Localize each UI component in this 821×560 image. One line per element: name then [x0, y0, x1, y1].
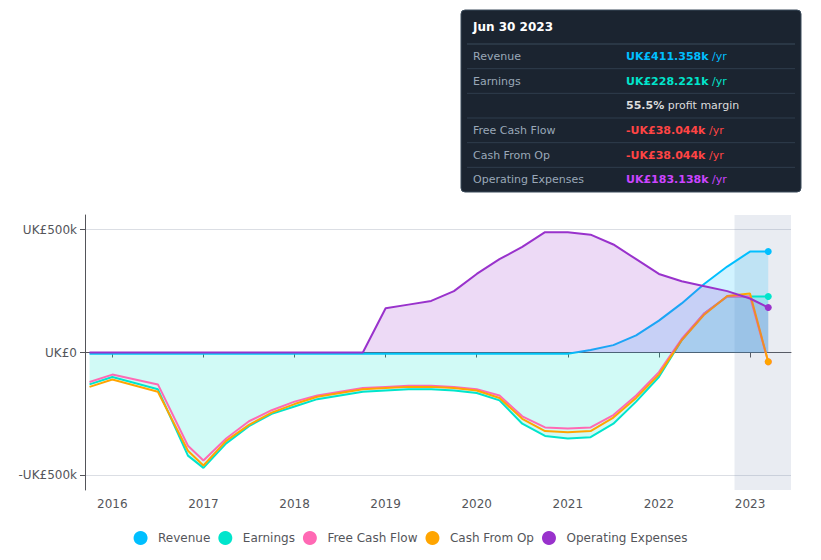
svg-text:Free Cash Flow: Free Cash Flow	[473, 124, 556, 137]
svg-text:profit margin: profit margin	[664, 99, 739, 112]
svg-text:UK£0: UK£0	[45, 346, 77, 360]
svg-text:55.5%: 55.5%	[626, 99, 664, 112]
svg-text:Earnings: Earnings	[243, 531, 295, 545]
svg-text:Cash From Op: Cash From Op	[473, 149, 550, 162]
svg-text:Operating Expenses: Operating Expenses	[566, 531, 687, 545]
svg-text:2023: 2023	[735, 497, 766, 511]
svg-text:/yr: /yr	[705, 149, 724, 162]
svg-text:Earnings: Earnings	[473, 75, 521, 88]
svg-text:2022: 2022	[644, 497, 675, 511]
svg-text:Operating Expenses: Operating Expenses	[473, 173, 584, 186]
svg-text:/yr: /yr	[709, 173, 728, 186]
svg-text:-UK£500k: -UK£500k	[19, 468, 78, 482]
svg-text:/yr: /yr	[709, 50, 728, 63]
svg-text:UK£500k: UK£500k	[23, 223, 77, 237]
svg-text:2018: 2018	[279, 497, 310, 511]
svg-text:/yr: /yr	[709, 75, 728, 88]
svg-text:2021: 2021	[553, 497, 584, 511]
svg-text:-UK£38.044k: -UK£38.044k	[626, 124, 706, 137]
svg-text:2017: 2017	[188, 497, 219, 511]
svg-text:UK£228.221k: UK£228.221k	[626, 75, 709, 88]
svg-text:UK£411.358k: UK£411.358k	[626, 50, 709, 63]
svg-text:2016: 2016	[97, 497, 128, 511]
svg-text:2019: 2019	[370, 497, 401, 511]
svg-text:Cash From Op: Cash From Op	[450, 531, 534, 545]
svg-text:/yr: /yr	[705, 124, 724, 137]
svg-text:UK£183.138k: UK£183.138k	[626, 173, 709, 186]
svg-text:Revenue: Revenue	[473, 50, 521, 63]
svg-text:Revenue: Revenue	[158, 531, 210, 545]
svg-text:-UK£38.044k: -UK£38.044k	[626, 149, 706, 162]
svg-text:Free Cash Flow: Free Cash Flow	[327, 531, 417, 545]
svg-text:Jun 30 2023: Jun 30 2023	[472, 20, 553, 34]
svg-text:2020: 2020	[461, 497, 492, 511]
